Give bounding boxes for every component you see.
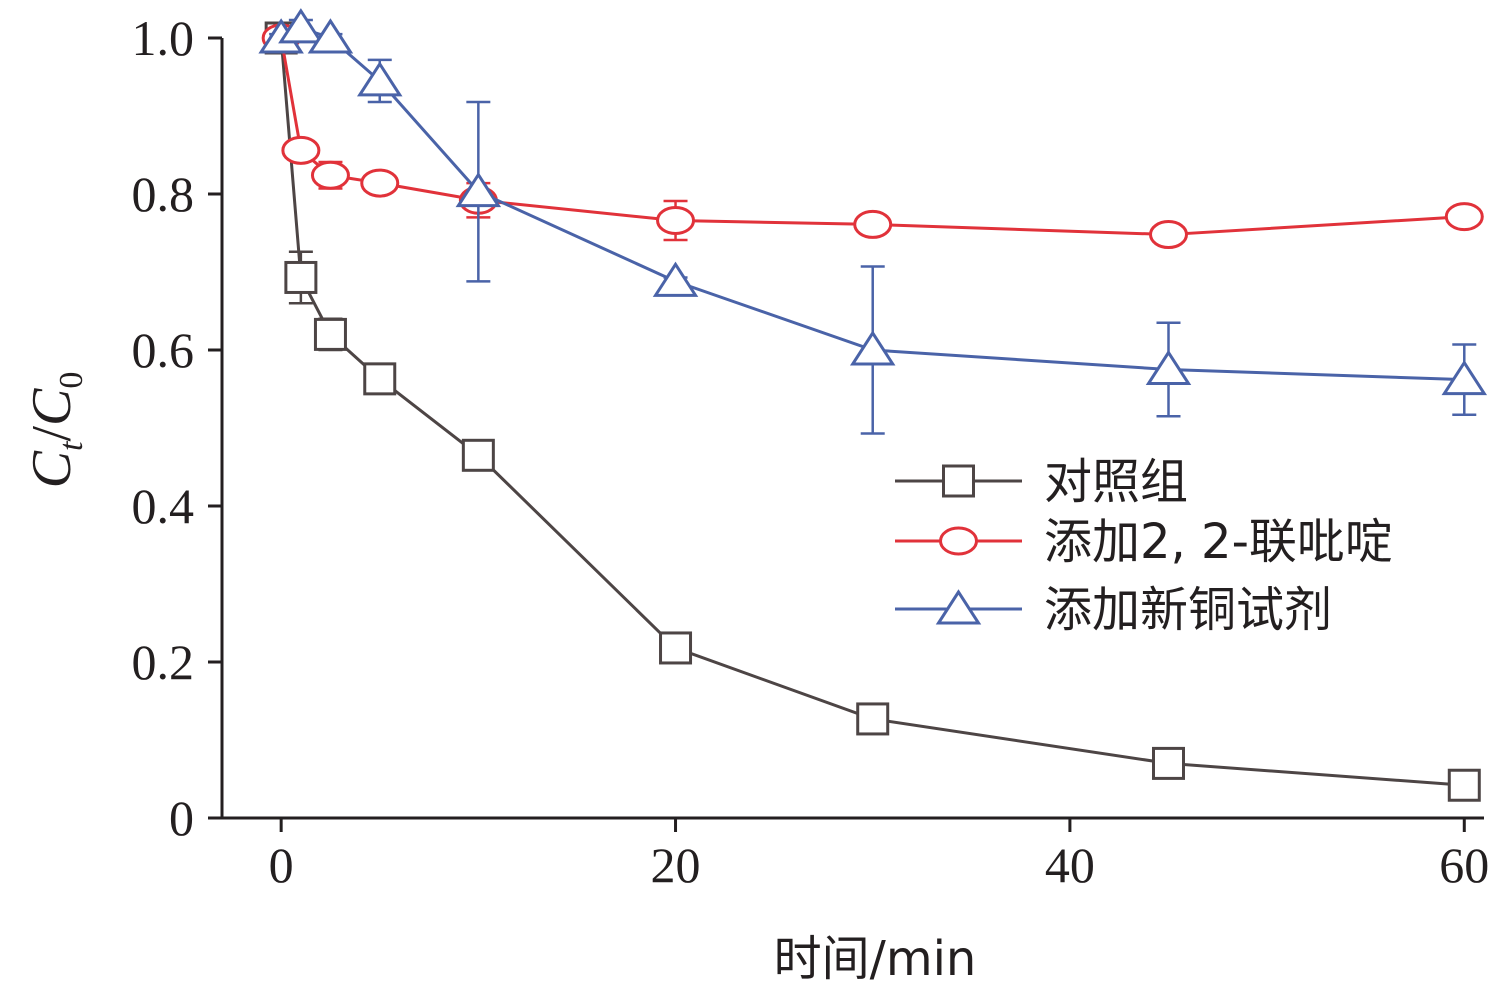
y-axis-title-sub-t: t xyxy=(53,440,90,451)
series-2-point-7 xyxy=(1145,349,1192,385)
series-0-point-4 xyxy=(461,438,495,472)
series-layer xyxy=(258,8,1488,802)
series-1-point-3 xyxy=(360,168,400,198)
y-tick-label-0: 0 xyxy=(169,790,194,846)
series-2-point-5 xyxy=(652,261,699,297)
series-0 xyxy=(264,21,1481,802)
y-tick-label-3: 0.6 xyxy=(132,322,195,378)
series-1 xyxy=(261,23,1484,250)
y-axis-title-sub-0: 0 xyxy=(53,372,90,389)
series-0-point-8 xyxy=(1447,768,1481,802)
axes: 0 20 40 60 0 0.2 0.4 0.6 0.8 1.0 xyxy=(132,10,1490,893)
x-tick-label-1: 20 xyxy=(651,837,701,893)
series-0-point-6 xyxy=(856,702,890,736)
legend-marker-1 xyxy=(939,526,978,556)
y-tick-label-5: 1.0 xyxy=(132,10,195,66)
legend-label-1: 添加2, 2-联吡啶 xyxy=(1044,514,1393,570)
y-tick-label-4: 0.8 xyxy=(132,166,195,222)
series-2-point-8 xyxy=(1441,359,1488,396)
series-1-point-2 xyxy=(310,160,350,190)
series-0-point-3 xyxy=(363,362,397,396)
legend-label-2: 添加新铜试剂 xyxy=(1044,582,1332,638)
series-1-point-1 xyxy=(281,135,321,165)
y-axis-title-slash: / xyxy=(21,426,83,442)
series-1-point-7 xyxy=(1149,220,1188,250)
series-0-point-5 xyxy=(659,631,693,665)
series-1-point-8 xyxy=(1444,202,1484,232)
series-2-point-6 xyxy=(849,330,896,366)
series-2 xyxy=(258,8,1488,435)
series-2-point-2 xyxy=(307,18,354,54)
x-tick-label-2: 40 xyxy=(1045,837,1095,893)
series-2-point-3 xyxy=(356,61,403,97)
series-1-point-6 xyxy=(853,209,893,239)
series-0-point-2 xyxy=(313,317,347,351)
y-axis-title-c1: C xyxy=(21,450,83,488)
legend-label-0: 对照组 xyxy=(1044,454,1188,510)
series-0-point-7 xyxy=(1152,746,1185,780)
x-tick-label-0: 0 xyxy=(269,837,294,893)
x-tick-label-3: 60 xyxy=(1439,837,1489,893)
legend-marker-0 xyxy=(942,464,975,498)
y-tick-label-2: 0.4 xyxy=(132,478,195,534)
legend-marker-2 xyxy=(935,589,982,625)
y-axis-title-c2: C xyxy=(21,388,83,426)
series-2-point-4 xyxy=(455,171,502,208)
series-1-point-5 xyxy=(656,206,696,236)
x-axis-title: 时间/min xyxy=(774,931,977,987)
series-0-point-1 xyxy=(284,260,318,294)
series-2-point-1 xyxy=(278,8,324,44)
y-tick-label-1: 0.2 xyxy=(132,634,195,690)
y-axis-title: Ct/C0 xyxy=(21,372,90,489)
